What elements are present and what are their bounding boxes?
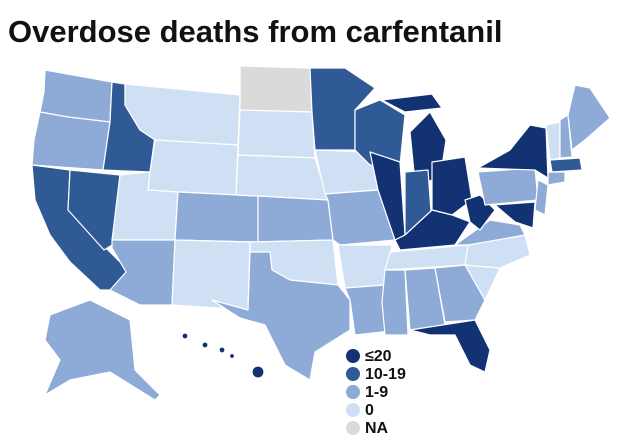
state bbox=[494, 201, 536, 229]
state bbox=[201, 341, 209, 349]
state bbox=[477, 167, 539, 206]
state bbox=[545, 121, 561, 161]
legend-label: 1-9 bbox=[365, 384, 388, 401]
state bbox=[431, 156, 473, 216]
state bbox=[534, 179, 549, 216]
legend-swatch bbox=[346, 367, 360, 381]
legend-label: ≤20 bbox=[365, 348, 392, 365]
legend-swatch bbox=[346, 421, 360, 435]
state bbox=[381, 269, 409, 336]
state bbox=[237, 109, 316, 159]
state bbox=[228, 352, 236, 360]
legend-label: 0 bbox=[365, 402, 374, 419]
legend-label: NA bbox=[365, 420, 389, 437]
state bbox=[181, 332, 189, 340]
state bbox=[381, 93, 443, 113]
state bbox=[171, 239, 251, 311]
legend-swatch bbox=[346, 385, 360, 399]
state bbox=[567, 84, 611, 151]
state bbox=[409, 319, 491, 373]
state bbox=[394, 209, 471, 251]
legend-swatch bbox=[346, 349, 360, 363]
state bbox=[251, 365, 265, 379]
us-map bbox=[31, 65, 611, 401]
state bbox=[174, 191, 259, 243]
state bbox=[257, 195, 334, 243]
state bbox=[44, 299, 161, 401]
state bbox=[31, 111, 111, 171]
legend-label: 10-19 bbox=[365, 366, 406, 383]
state bbox=[239, 65, 313, 113]
state bbox=[147, 139, 239, 196]
map-title: Overdose deaths from carfentanil bbox=[8, 14, 502, 49]
state bbox=[235, 154, 329, 201]
state bbox=[549, 157, 583, 173]
state bbox=[547, 171, 566, 186]
state bbox=[218, 346, 226, 354]
legend-swatch bbox=[346, 403, 360, 417]
state bbox=[67, 169, 121, 251]
